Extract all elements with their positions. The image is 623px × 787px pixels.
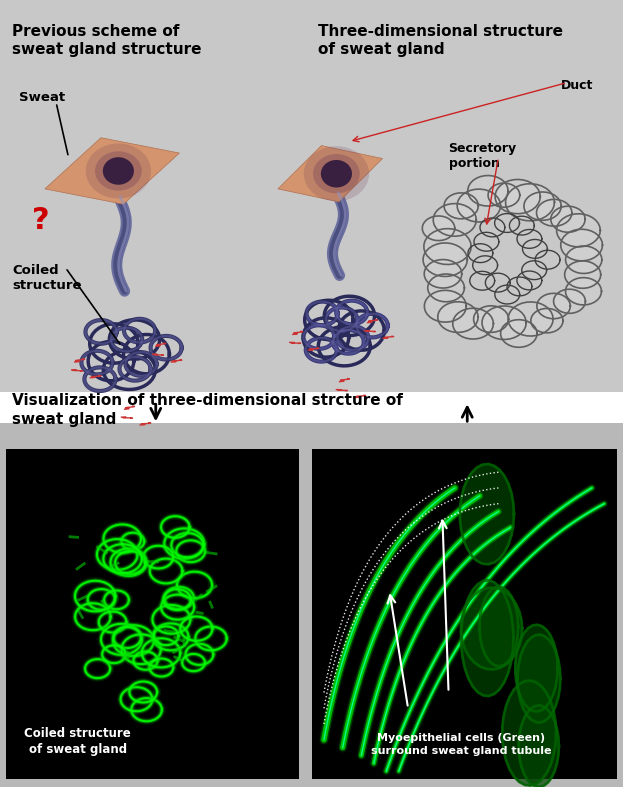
Ellipse shape xyxy=(85,143,151,198)
Text: Previous scheme of
sweat gland structure: Previous scheme of sweat gland structure xyxy=(12,24,202,57)
Polygon shape xyxy=(508,302,553,336)
Polygon shape xyxy=(551,206,585,232)
Polygon shape xyxy=(564,261,601,288)
Polygon shape xyxy=(422,216,455,241)
Polygon shape xyxy=(566,246,602,273)
Polygon shape xyxy=(502,681,556,785)
Polygon shape xyxy=(457,189,500,222)
Text: Duct: Duct xyxy=(561,79,593,92)
Polygon shape xyxy=(45,138,179,204)
Polygon shape xyxy=(557,214,601,247)
Ellipse shape xyxy=(105,159,133,183)
Polygon shape xyxy=(537,294,570,319)
Text: ?: ? xyxy=(32,206,49,235)
Ellipse shape xyxy=(303,146,369,201)
Bar xyxy=(312,449,617,779)
Polygon shape xyxy=(561,229,602,260)
Polygon shape xyxy=(519,705,559,787)
Polygon shape xyxy=(473,306,508,332)
Polygon shape xyxy=(531,309,563,333)
Polygon shape xyxy=(428,274,464,301)
Polygon shape xyxy=(480,587,518,667)
Polygon shape xyxy=(424,290,466,322)
Ellipse shape xyxy=(103,157,134,185)
Polygon shape xyxy=(424,229,471,264)
Polygon shape xyxy=(453,309,493,339)
Polygon shape xyxy=(461,580,513,696)
Ellipse shape xyxy=(322,162,350,186)
Text: Secretory
portion: Secretory portion xyxy=(449,142,516,170)
Polygon shape xyxy=(444,193,478,219)
Ellipse shape xyxy=(321,160,352,187)
Text: Coiled
structure: Coiled structure xyxy=(12,264,82,292)
Polygon shape xyxy=(278,146,383,201)
Polygon shape xyxy=(424,260,462,288)
Polygon shape xyxy=(433,204,476,236)
Polygon shape xyxy=(524,192,561,220)
Text: Myoepithelial cells (Green)
surround sweat gland tubule: Myoepithelial cells (Green) surround swe… xyxy=(371,733,551,756)
Bar xyxy=(0,423,623,787)
Polygon shape xyxy=(536,199,572,226)
Polygon shape xyxy=(438,301,478,332)
Text: Visualization of three-dimensional strcture of
sweat gland: Visualization of three-dimensional strct… xyxy=(12,393,403,427)
Polygon shape xyxy=(468,176,508,206)
Polygon shape xyxy=(566,278,602,305)
Ellipse shape xyxy=(95,151,142,190)
Polygon shape xyxy=(554,289,586,313)
Text: Sweat: Sweat xyxy=(19,91,65,104)
Polygon shape xyxy=(501,320,537,347)
Bar xyxy=(6,449,299,779)
Ellipse shape xyxy=(313,154,359,194)
Polygon shape xyxy=(515,625,558,711)
Polygon shape xyxy=(518,634,561,722)
Polygon shape xyxy=(488,183,520,207)
Polygon shape xyxy=(495,179,540,214)
Polygon shape xyxy=(461,588,522,670)
Text: Three-dimensional structure
of sweat gland: Three-dimensional structure of sweat gla… xyxy=(318,24,563,57)
Bar xyxy=(0,392,623,423)
Text: Coiled structure
of sweat gland: Coiled structure of sweat gland xyxy=(24,726,131,756)
Polygon shape xyxy=(506,183,554,221)
Bar xyxy=(0,0,623,397)
Polygon shape xyxy=(482,306,526,339)
Polygon shape xyxy=(460,464,514,564)
Polygon shape xyxy=(423,243,467,276)
